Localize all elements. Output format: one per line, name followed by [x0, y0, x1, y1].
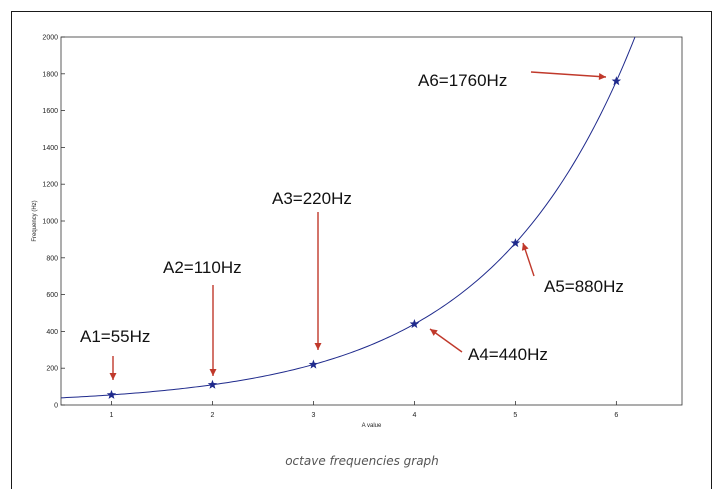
arrow-head — [209, 369, 217, 376]
x-tick-label: 3 — [311, 412, 315, 419]
annotation-label: A1=55Hz — [80, 327, 150, 346]
annotations: A1=55Hz A2=110Hz A3=220Hz A4=440Hz A5=880Hz A… — [80, 71, 624, 380]
data-point-star — [409, 319, 420, 329]
axes — [60, 36, 683, 406]
annotation-label: A2=110Hz — [163, 258, 242, 277]
data-point-star — [106, 389, 117, 399]
figure-caption: octave frequencies graph — [285, 454, 439, 468]
annotation-label: A3=220Hz — [272, 189, 352, 208]
data-point-star — [611, 76, 622, 86]
x-tick-label: 6 — [614, 412, 618, 419]
y-tick-label: 1000 — [42, 219, 58, 226]
x-axis-label: A value — [362, 423, 382, 429]
x-tick-label: 4 — [412, 412, 416, 419]
annotation-label: A6=1760Hz — [418, 71, 507, 90]
data-point-star — [308, 359, 319, 369]
y-tick-label: 1600 — [42, 108, 58, 115]
arrow-head — [314, 343, 322, 350]
annotation-arrow — [530, 71, 607, 78]
figure-frame — [11, 11, 712, 489]
data-point-star — [510, 238, 521, 248]
y-tick-label: 0 — [54, 403, 58, 410]
x-tick-label: 2 — [211, 412, 215, 419]
y-tick-label: 800 — [46, 255, 58, 262]
exponential-curve — [60, 36, 636, 399]
y-tick-label: 1400 — [42, 145, 58, 152]
annotation-label: A4=440Hz — [468, 345, 548, 364]
y-tick-label: 600 — [46, 292, 58, 299]
octave-chart: 1 2 3 4 5 6 0 200 400 600 800 1000 1200 1400 1600 1800 2… — [32, 35, 683, 429]
y-tick-label: 1200 — [42, 182, 58, 189]
arrow-head — [430, 329, 438, 336]
arrow-head — [109, 373, 117, 380]
ticks: 1 2 3 4 5 6 0 200 400 600 800 1000 1200 1400 1600 1800 2… — [42, 35, 618, 420]
y-tick-label: 200 — [46, 366, 58, 373]
y-tick-label: 1800 — [42, 71, 58, 78]
y-axis-label: Frequency (Hz) — [32, 200, 38, 241]
data-point-star — [207, 379, 218, 389]
annotation-label: A5=880Hz — [544, 277, 624, 296]
y-tick-label: 2000 — [42, 35, 58, 42]
data-points — [106, 76, 622, 399]
arrow-head — [521, 243, 529, 251]
y-tick-label: 400 — [46, 329, 58, 336]
x-tick-label: 1 — [110, 412, 114, 419]
x-tick-label: 5 — [513, 412, 517, 419]
arrow-head — [598, 73, 606, 81]
plot-area — [60, 36, 683, 406]
